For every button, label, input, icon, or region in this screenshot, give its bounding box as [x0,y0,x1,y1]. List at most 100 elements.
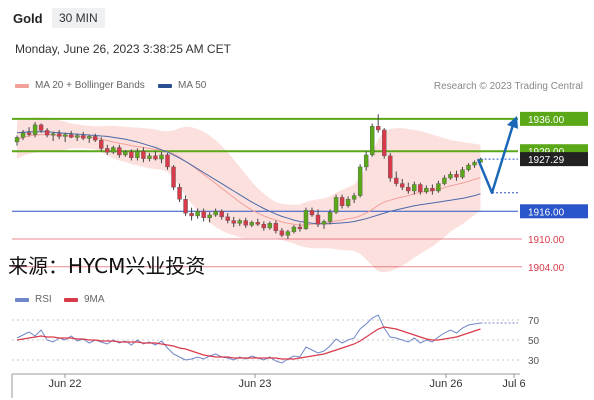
candle-body [231,220,236,224]
candle-body [225,216,230,221]
level-tag [520,111,588,126]
candle-body [14,137,20,143]
candle-body [303,210,309,230]
candle-body [400,183,405,188]
candle-body [171,166,176,188]
candle-body [123,151,128,156]
candle-body [165,154,170,168]
rsi-tick-label: 50 [528,336,540,347]
rsi-tick-label: 30 [528,356,540,367]
candle-body [111,147,116,153]
candle-body [219,211,224,218]
rsi-tick-label: 70 [528,316,540,327]
candle-body [50,133,56,136]
legend-ma20-label: MA 20 + Bollinger Bands [35,80,145,91]
candle-body [255,222,261,225]
candle-body [297,226,303,230]
candle-body [141,151,146,159]
legend-rsi: RSI [15,294,52,305]
rsi-ma9-line [16,326,481,360]
level-label: 1916.00 [528,207,565,218]
legend-ma9: 9MA [64,294,105,305]
legend-rsi-label: RSI [35,294,52,305]
projection-arrowhead [507,115,518,129]
candle-body [74,135,80,138]
candle-body [436,183,441,192]
x-tick-label: Jun 23 [238,378,271,390]
legend-ma50-label: MA 50 [178,80,207,91]
source-watermark: 来源：HYCM兴业投资 [8,254,206,278]
candle-body [44,130,50,136]
candle-body [147,155,152,159]
candle-body [195,211,200,217]
timeframe-selector[interactable]: 30 MIN [52,8,105,28]
chart-datetime: Monday, June 26, 2023 3:38:25 AM CET [15,42,231,56]
candle-body [412,184,417,192]
candle-body [249,222,254,226]
x-tick-label: Jun 22 [48,378,81,390]
legend-ma9-label: 9MA [84,294,105,305]
candle-body [279,230,285,236]
candle-body [68,134,74,138]
candle-body [177,187,182,200]
ma50-swatch [158,83,172,88]
candle-body [406,187,411,192]
candle-body [93,136,98,141]
candle-body [382,129,387,157]
research-credit: Research © 2023 Trading Central [433,81,583,92]
candle-body [273,223,279,231]
candle-body [376,126,381,131]
candle-body [81,135,86,139]
candle-body [369,126,375,156]
candle-body [129,151,134,158]
level-tag [520,204,588,219]
candle-body [62,134,68,137]
candle-body [213,211,218,216]
candle-body [291,226,297,232]
candle-body [394,177,399,184]
candle-body [267,223,273,229]
candle-body [388,155,393,179]
candle-body [56,133,62,137]
candle-body [99,139,104,149]
candle-body [201,211,206,218]
candle-body [20,132,26,138]
candle-body [189,212,194,217]
candle-body [430,187,435,192]
candle-body [159,154,164,160]
candle-body [339,197,345,206]
level-label: 1936.00 [528,115,565,126]
candle-body [243,220,248,226]
x-tick-label: Jul 6 [502,378,525,390]
x-tick-label: Jun 26 [429,378,462,390]
candle-body [321,221,327,225]
legend-ma20: MA 20 + Bollinger Bands [15,80,145,91]
candle-body [424,187,429,193]
candle-body [183,199,188,214]
instrument-title: Gold [13,11,43,26]
candle-body [327,212,333,222]
candle-body [357,166,363,196]
legend-ma50: MA 50 [158,80,206,91]
candle-body [153,155,158,160]
candle-body [105,148,110,153]
current-price-label: 1927.29 [528,155,565,166]
candle-body [207,214,212,218]
projection-arrow [476,124,515,195]
candle-body [351,195,357,200]
candle-body [345,199,351,206]
current-price-tag [520,152,588,167]
candle-body [418,184,423,193]
candle-body [460,169,465,178]
candle-body [285,231,291,236]
level-label: 1904.00 [528,263,565,274]
level-label: 1910.00 [528,235,565,246]
candle-body [135,151,140,158]
candle-body [32,124,38,135]
ma50-line [16,131,481,225]
candle-body [309,210,315,216]
candle-body [38,124,44,131]
candle-body [117,147,122,156]
candle-body [472,162,477,166]
